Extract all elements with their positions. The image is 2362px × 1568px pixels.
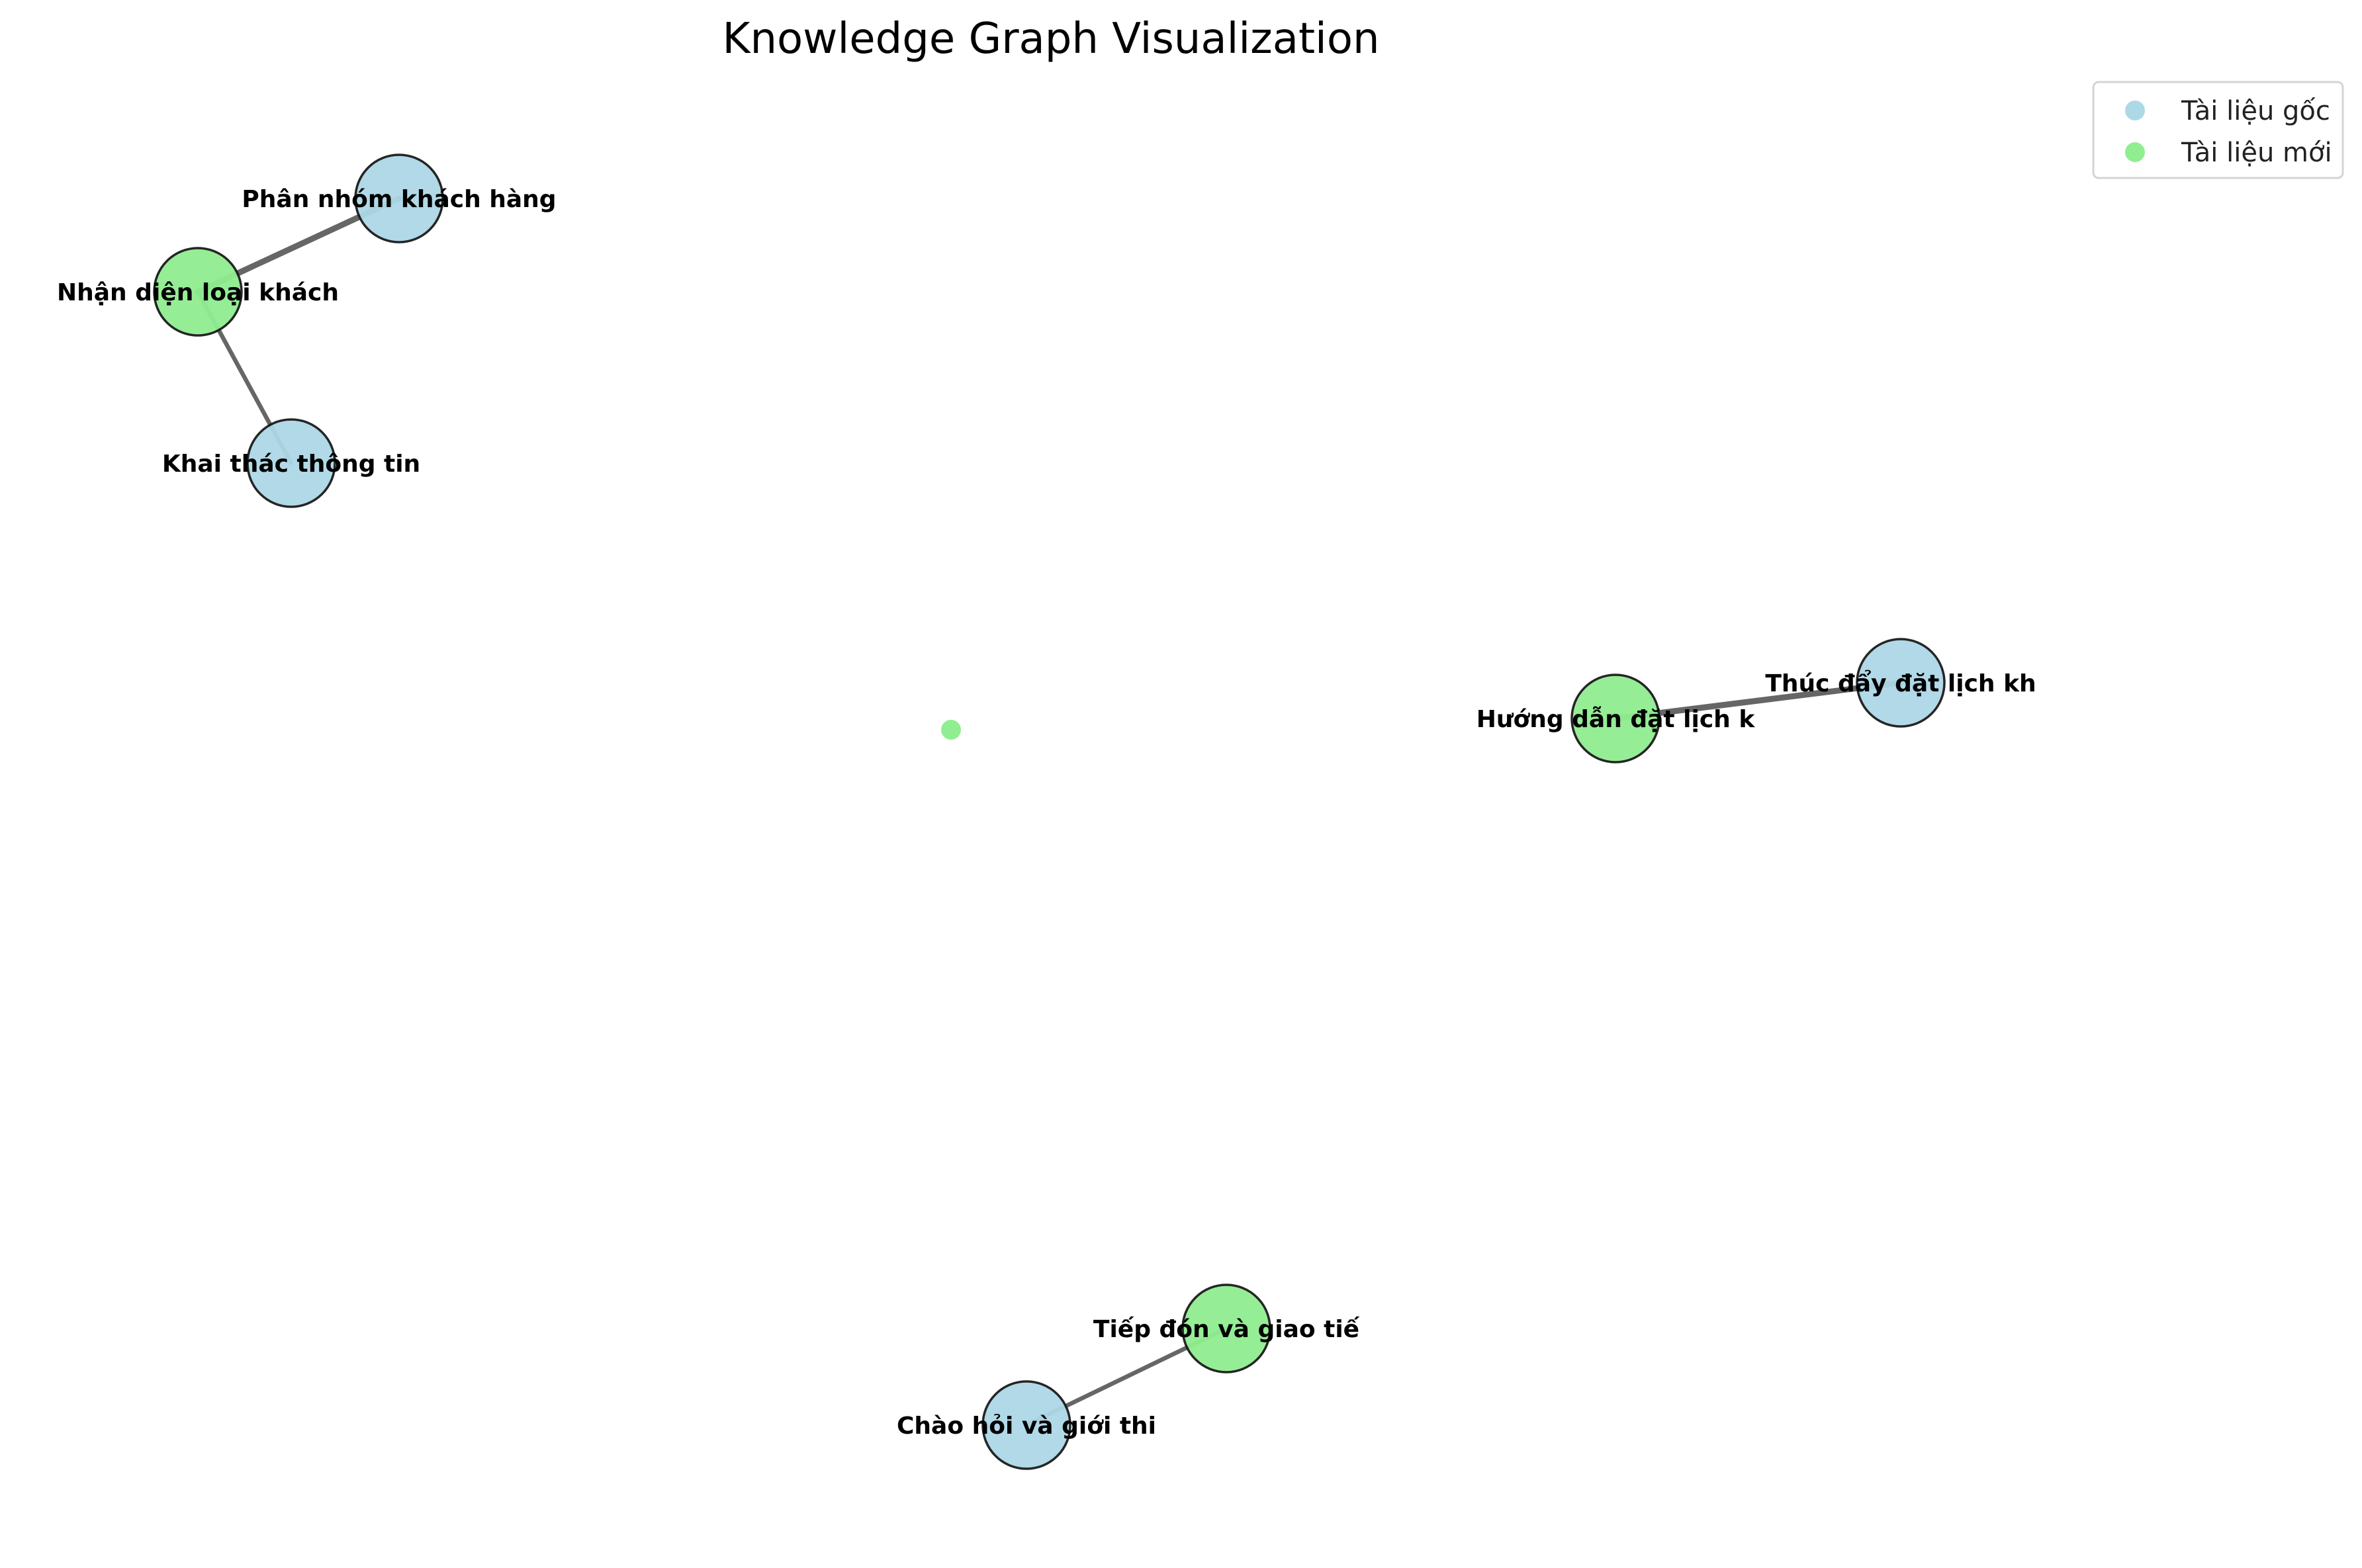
graph-node-n1[interactable] [354, 153, 444, 243]
node-label-n3: Khai thác thông tin [162, 451, 420, 478]
node-label-n5: Thúc đẩy đặt lịch kh [1765, 670, 2036, 697]
node-label-n4: Hướng dẫn đặt lịch k [1476, 706, 1756, 733]
node-label-n7: Tiếp đón và giao tiế [1093, 1316, 1360, 1343]
legend-label-original: Tài liệu gốc [2181, 96, 2330, 126]
graph-node-n8[interactable] [981, 1380, 1071, 1470]
node-label-n2: Nhận diện loại khách [57, 279, 339, 306]
graph-node-n3[interactable] [246, 418, 336, 508]
node-label-n1: Phân nhóm khách hàng [242, 186, 556, 213]
graph-node-n5[interactable] [1856, 638, 1946, 728]
nodes-layer [153, 153, 1946, 1470]
graph-node-n7[interactable] [1181, 1284, 1271, 1373]
legend-marker-original [2125, 101, 2145, 120]
graph-node-n6[interactable] [941, 720, 961, 740]
edges-layer [195, 195, 1904, 1428]
legend: Tài liệu gốc Tài liệu mới [2092, 81, 2344, 179]
chart-title: Knowledge Graph Visualization [722, 15, 1379, 64]
labels-layer: Phân nhóm khách hàng Nhận diện loại khách… [57, 186, 2036, 1440]
edge-n4-n5 [1612, 679, 1904, 722]
legend-marker-new [2125, 142, 2145, 162]
legend-label-new: Tài liệu mới [2181, 138, 2332, 168]
graph-node-n2[interactable] [153, 247, 243, 337]
legend-frame [2092, 81, 2344, 179]
graph-node-n4[interactable] [1570, 674, 1660, 763]
node-label-n8: Chào hỏi và giới thi [897, 1413, 1156, 1440]
